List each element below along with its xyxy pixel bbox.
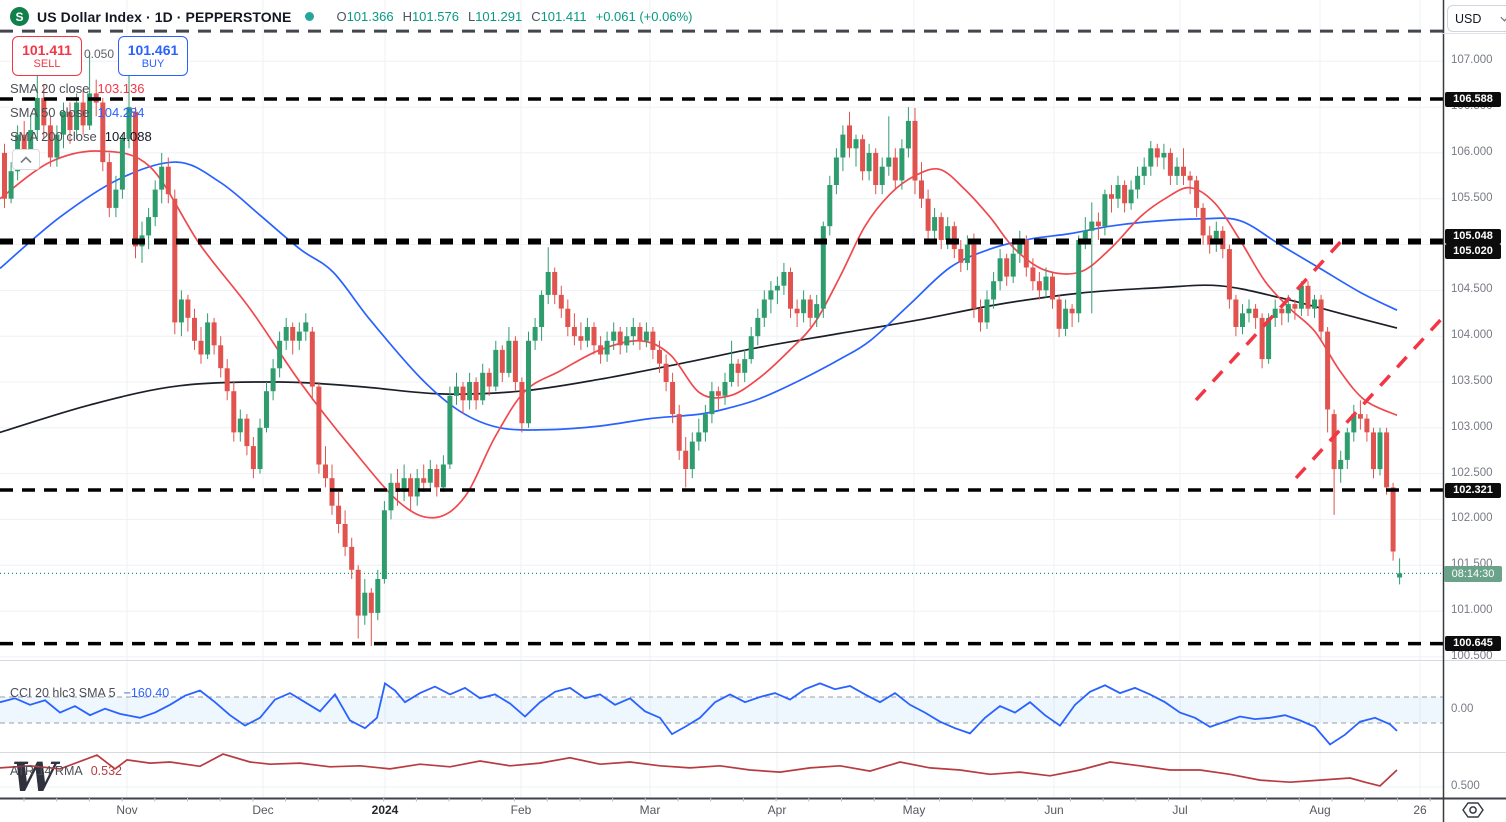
ohlc-low-value: 101.291 (475, 9, 523, 24)
cci-label: CCI 20 hlc3 SMA 5 (10, 686, 116, 700)
ohlc-low-label: L (467, 9, 476, 24)
price-axis[interactable]: USD 08:14:30 0.00 0.500 107.000106.50010… (1443, 0, 1506, 798)
time-axis-label: May (902, 803, 926, 817)
sma20-label: SMA 20 close (10, 80, 90, 96)
time-axis-label: Aug (1309, 803, 1331, 817)
price-tick-label: 105.500 (1451, 191, 1493, 204)
price-tick-label: 103.000 (1451, 420, 1493, 433)
chevron-down-icon (1500, 16, 1506, 22)
time-axis-label: Jul (1172, 803, 1188, 817)
symbol-logo-icon: S (10, 7, 29, 26)
ohlc-readout: O101.366 H101.576 L101.291 C101.411 +0.0… (336, 9, 692, 24)
price-level-badge: 100.645 (1445, 636, 1501, 652)
price-level-badge: 105.048 (1445, 228, 1501, 244)
time-axis-label: Mar (639, 803, 661, 817)
spread-value: 0.050 (83, 47, 115, 61)
market-status-dot (305, 12, 315, 21)
chart-settings-icon[interactable] (1461, 801, 1485, 822)
time-axis[interactable]: Nov Dec 2024 Feb Mar Apr May Jun Jul Aug 26 (0, 798, 1506, 822)
currency-label: USD (1455, 11, 1482, 26)
atr-pane-layer: W (0, 753, 1398, 801)
time-axis-label: Feb (510, 803, 532, 817)
symbol-header: S US Dollar Index · 1D · PEPPERSTONE O10… (10, 7, 692, 26)
ohlc-high-value: 101.576 (411, 9, 459, 24)
ohlc-open-label: O (336, 9, 347, 24)
ohlc-open-value: 101.366 (346, 9, 394, 24)
price-level-badge: 106.588 (1445, 91, 1501, 107)
price-tick-label: 104.000 (1451, 329, 1493, 342)
atr-pane-legend[interactable]: ATR 14 RMA 0.532 (10, 764, 122, 778)
sma50-label: SMA 50 close (10, 104, 90, 120)
buy-button[interactable]: 101.461 BUY (118, 36, 188, 76)
cci-value: −160.40 (123, 686, 170, 700)
price-level-badge: 105.020 (1445, 244, 1501, 260)
currency-selector[interactable]: USD (1447, 5, 1506, 32)
price-tick-label: 102.000 (1451, 512, 1493, 525)
ohlc-high-label: H (402, 9, 412, 24)
hexagon-settings-icon (1462, 802, 1484, 818)
sell-label: SELL (33, 57, 61, 70)
cci-pane-legend[interactable]: CCI 20 hlc3 SMA 5 −160.40 (10, 686, 169, 700)
legend-row-sma20[interactable]: SMA 20 close 103.136 (10, 76, 152, 100)
price-tick-label: 106.000 (1451, 145, 1493, 158)
sma50-value: 104.284 (97, 104, 145, 120)
time-axis-label: 2024 (371, 803, 399, 817)
price-level-badge: 102.321 (1445, 482, 1501, 498)
chevron-up-icon (20, 155, 32, 163)
sma200-label: SMA 200 close (10, 128, 97, 144)
time-axis-label: Jun (1044, 803, 1064, 817)
sell-button[interactable]: 101.411 SELL (12, 36, 82, 76)
price-tick-label: 104.500 (1451, 283, 1493, 296)
price-tick-label: 102.500 (1451, 466, 1493, 479)
buy-label: BUY (141, 57, 165, 70)
symbol-title[interactable]: US Dollar Index · 1D · PEPPERSTONE (37, 8, 292, 25)
cci-pane-layer (0, 681, 1443, 746)
price-tick-label: 100.500 (1451, 649, 1493, 662)
collapse-legend-button[interactable] (12, 149, 40, 170)
price-tick-label: 107.000 (1451, 54, 1493, 67)
time-axis-label: 26 (1413, 803, 1427, 817)
legend-row-sma200[interactable]: SMA 200 close 104.088 (10, 124, 152, 148)
cci-axis-zero-label: 0.00 (1451, 703, 1474, 715)
price-tick-label: 103.500 (1451, 374, 1493, 387)
sma200-value: 104.088 (104, 128, 152, 144)
trendlines-layer (1194, 235, 1447, 480)
bar-countdown-badge: 08:14:30 (1444, 566, 1502, 582)
time-axis-label: Dec (252, 803, 274, 817)
legend-row-sma50[interactable]: SMA 50 close 104.284 (10, 100, 152, 124)
ohlc-close-label: C (531, 9, 541, 24)
ohlc-change: +0.061 (+0.06%) (595, 9, 693, 24)
indicator-legend: SMA 20 close 103.136 SMA 50 close 104.28… (10, 76, 152, 148)
buy-price: 101.461 (127, 41, 179, 58)
time-axis-label: Apr (767, 803, 787, 817)
atr-value: 0.532 (90, 764, 122, 778)
watermark-logo: W (12, 754, 61, 801)
price-tick-label: 101.000 (1451, 604, 1493, 617)
atr-axis-label: 0.500 (1451, 780, 1480, 792)
ohlc-close-value: 101.411 (540, 9, 587, 24)
sma20-value: 103.136 (97, 80, 145, 96)
time-axis-label: Nov (116, 803, 138, 817)
atr-label: ATR 14 RMA (10, 764, 83, 778)
sell-price: 101.411 (22, 41, 72, 58)
moving-averages-layer (0, 150, 1398, 519)
